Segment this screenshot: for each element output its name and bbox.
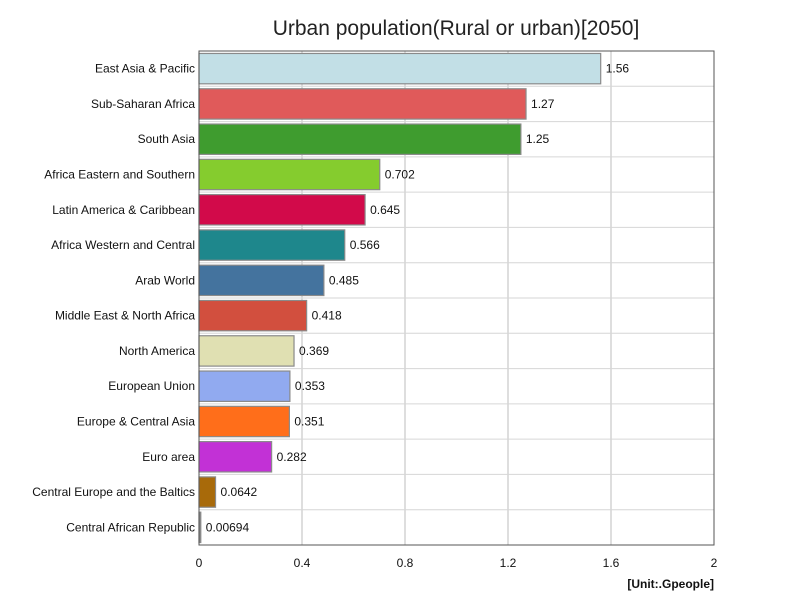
bar — [198, 264, 325, 297]
category-label: Central Europe and the Baltics — [32, 485, 195, 499]
bars-layer — [198, 52, 602, 544]
category-label: North America — [119, 344, 195, 358]
x-tick-label: 2 — [711, 556, 718, 570]
bar — [198, 123, 522, 155]
value-label: 1.25 — [526, 132, 550, 146]
x-tick-label: 1.2 — [500, 556, 517, 570]
x-axis-ticks: 0 0.4 0.8 1.2 1.6 2 — [196, 556, 718, 570]
category-label: South Asia — [138, 132, 196, 146]
category-label: Africa Eastern and Southern — [44, 168, 195, 182]
bar — [198, 335, 295, 367]
bar — [198, 229, 346, 261]
labels-layer: East Asia & Pacific 1.56 Sub-Saharan Afric… — [32, 62, 629, 535]
bar — [198, 52, 602, 85]
category-label: Middle East & North Africa — [55, 309, 195, 323]
value-label: 0.00694 — [206, 520, 250, 534]
category-label: Sub-Saharan Africa — [91, 97, 195, 111]
grid-layer — [199, 51, 714, 545]
category-label: Central African Republic — [66, 520, 195, 534]
x-tick-label: 1.6 — [603, 556, 620, 570]
category-label: East Asia & Pacific — [95, 62, 195, 76]
chart-title: Urban population(Rural or urban)[2050] — [273, 17, 640, 40]
value-label: 0.0642 — [221, 485, 258, 499]
plot-frame — [198, 50, 715, 546]
value-label: 1.27 — [531, 97, 555, 111]
x-tick-label: 0.8 — [397, 556, 414, 570]
value-label: 0.351 — [294, 415, 324, 429]
category-label: Europe & Central Asia — [77, 415, 195, 429]
bar — [198, 194, 366, 226]
x-tick-label: 0 — [196, 556, 203, 570]
category-label: Euro area — [142, 450, 195, 464]
x-tick-label: 0.4 — [294, 556, 311, 570]
value-label: 0.369 — [299, 344, 329, 358]
bar — [198, 370, 291, 402]
bar — [198, 405, 290, 438]
bar — [198, 158, 381, 191]
category-label: Africa Western and Central — [51, 238, 195, 252]
value-label: 0.645 — [370, 203, 400, 217]
bar — [198, 88, 527, 120]
value-label: 0.566 — [350, 238, 380, 252]
category-label: European Union — [108, 379, 195, 393]
value-label: 0.282 — [277, 450, 307, 464]
value-label: 1.56 — [606, 62, 630, 76]
bar — [198, 441, 273, 473]
category-label: Arab World — [135, 273, 195, 287]
value-label: 0.702 — [385, 168, 415, 182]
value-label: 0.418 — [312, 309, 342, 323]
bar — [198, 299, 308, 332]
value-label: 0.485 — [329, 273, 359, 287]
bar — [198, 476, 217, 508]
value-label: 0.353 — [295, 379, 325, 393]
unit-label: [Unit:.Gpeople] — [627, 577, 714, 591]
category-label: Latin America & Caribbean — [52, 203, 195, 217]
